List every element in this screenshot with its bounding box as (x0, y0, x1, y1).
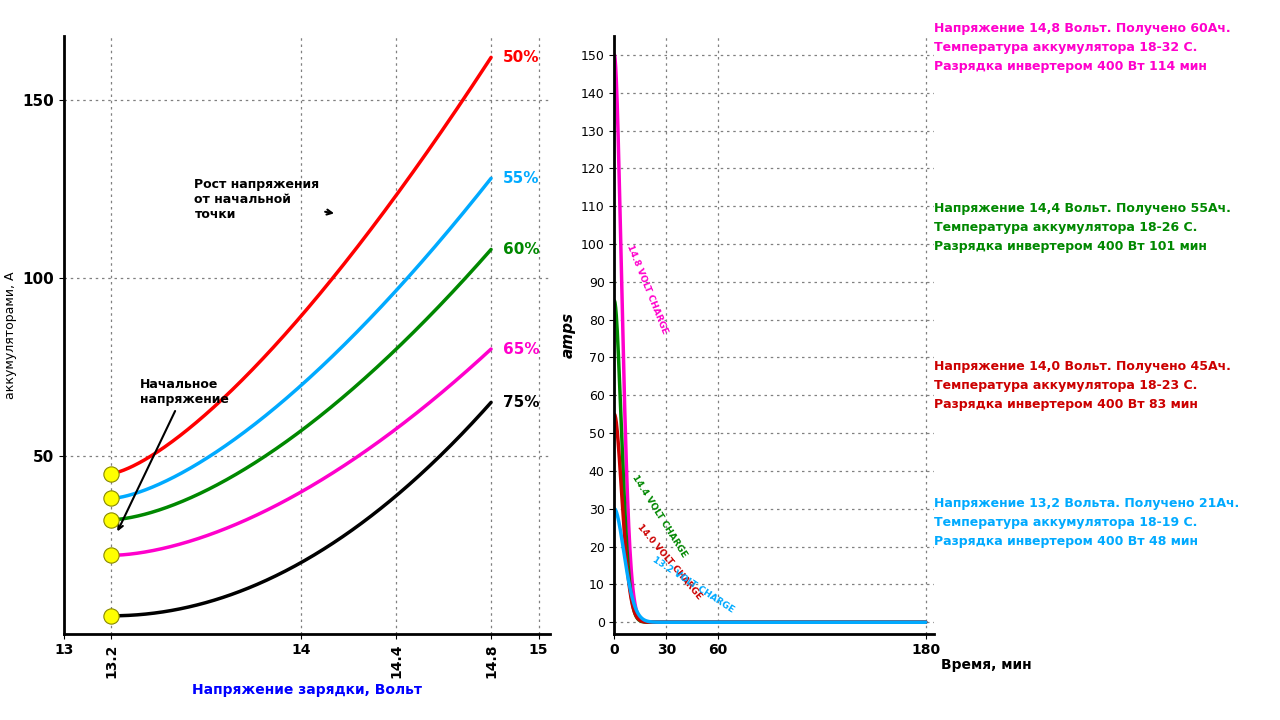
Text: 55%: 55% (503, 171, 539, 186)
Text: 14.8 VOLT CHARGE: 14.8 VOLT CHARGE (625, 244, 669, 336)
Text: Напряжение 13,2 Вольта. Получено 21Ач.
Температура аккумулятора 18-19 С.
Разрядк: Напряжение 13,2 Вольта. Получено 21Ач. Т… (934, 497, 1239, 548)
Text: Напряжение 14,0 Вольт. Получено 45Ач.
Температура аккумулятора 18-23 С.
Разрядка: Напряжение 14,0 Вольт. Получено 45Ач. Те… (934, 360, 1231, 411)
Text: 13.2 VOLT CHARGE: 13.2 VOLT CHARGE (650, 554, 736, 614)
X-axis label: Напряжение зарядки, Вольт: Напряжение зарядки, Вольт (192, 683, 422, 698)
Text: Рост напряжения
от начальной
точки: Рост напряжения от начальной точки (195, 178, 332, 221)
Text: 65%: 65% (503, 341, 540, 356)
Text: 14.0 VOLT CHARGE: 14.0 VOLT CHARGE (635, 523, 703, 601)
Text: 14.4 VOLT CHARGE: 14.4 VOLT CHARGE (630, 473, 689, 559)
Text: Напряжение 14,4 Вольт. Получено 55Ач.
Температура аккумулятора 18-26 С.
Разрядка: Напряжение 14,4 Вольт. Получено 55Ач. Те… (934, 202, 1231, 253)
Y-axis label: Ток, поглощаемый
аккумуляторами, А: Ток, поглощаемый аккумуляторами, А (0, 271, 17, 399)
Text: Время, мин: Время, мин (941, 657, 1032, 672)
Text: 75%: 75% (503, 395, 539, 410)
Text: Напряжение 14,8 Вольт. Получено 60Ач.
Температура аккумулятора 18-32 С.
Разрядка: Напряжение 14,8 Вольт. Получено 60Ач. Те… (934, 22, 1231, 73)
Text: 50%: 50% (503, 50, 539, 65)
Text: Начальное
напряжение: Начальное напряжение (118, 378, 229, 529)
Text: 60%: 60% (503, 242, 540, 257)
Y-axis label: amps: amps (561, 312, 575, 358)
